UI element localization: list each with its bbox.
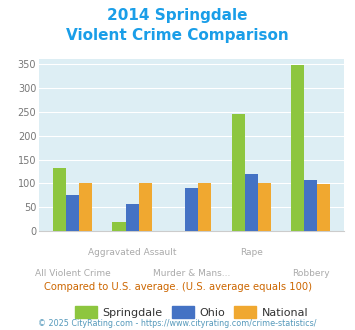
Text: 2014 Springdale: 2014 Springdale bbox=[107, 8, 248, 23]
Text: Aggravated Assault: Aggravated Assault bbox=[88, 248, 176, 257]
Bar bbox=[126, 204, 139, 231]
Bar bbox=[245, 174, 258, 231]
Text: Rape: Rape bbox=[240, 248, 263, 257]
Text: Murder & Mans...: Murder & Mans... bbox=[153, 269, 230, 278]
Text: All Violent Crime: All Violent Crime bbox=[35, 269, 110, 278]
Bar bbox=[113, 222, 126, 231]
Text: Violent Crime Comparison: Violent Crime Comparison bbox=[66, 28, 289, 43]
Bar bbox=[198, 183, 211, 231]
Bar bbox=[66, 195, 79, 231]
Text: © 2025 CityRating.com - https://www.cityrating.com/crime-statistics/: © 2025 CityRating.com - https://www.city… bbox=[38, 319, 317, 328]
Text: Compared to U.S. average. (U.S. average equals 100): Compared to U.S. average. (U.S. average … bbox=[44, 282, 311, 292]
Bar bbox=[53, 168, 66, 231]
Bar bbox=[185, 188, 198, 231]
Bar bbox=[258, 183, 271, 231]
Text: Robbery: Robbery bbox=[292, 269, 330, 278]
Bar bbox=[291, 65, 304, 231]
Legend: Springdale, Ohio, National: Springdale, Ohio, National bbox=[70, 302, 313, 322]
Bar bbox=[317, 184, 331, 231]
Bar bbox=[139, 183, 152, 231]
Bar bbox=[79, 183, 92, 231]
Bar bbox=[304, 180, 317, 231]
Bar bbox=[231, 114, 245, 231]
